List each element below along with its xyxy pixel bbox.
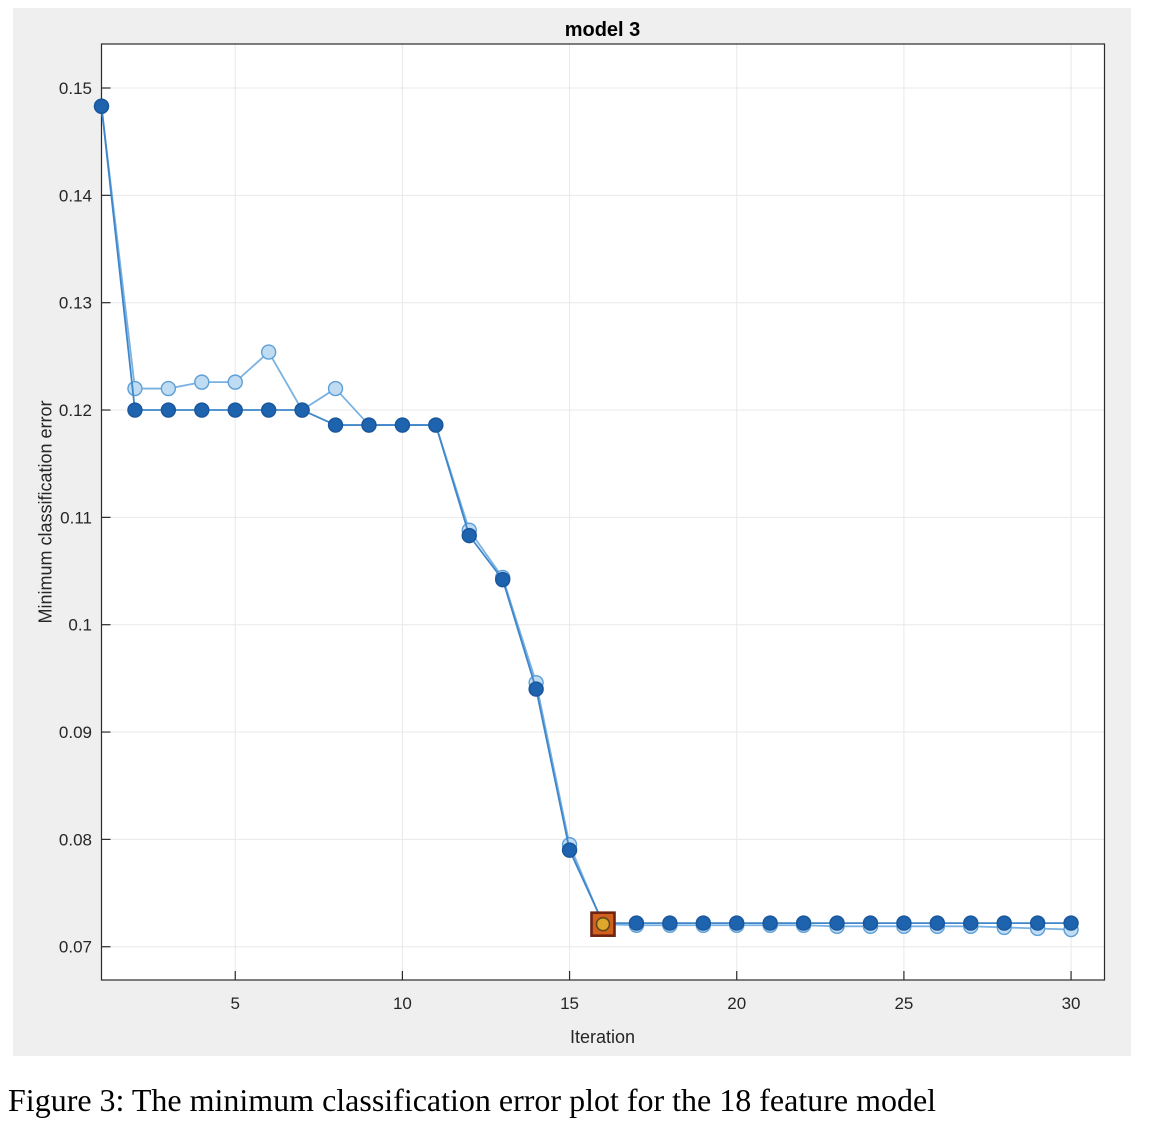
- figure-caption: Figure 3: The minimum classification err…: [8, 1082, 937, 1118]
- min-classification-error-chart: 5 10 15 20 25 30 0.07 0.08 0.09 0.1 0.11 0.12 0.13 0.…: [59, 43, 1106, 1013]
- observed-min-classification-error-point: [695, 915, 711, 931]
- x-axis-label: Iteration: [569, 1027, 636, 1047]
- observed-min-classification-error-point: [227, 402, 243, 418]
- y-tick-label: 0.12: [59, 401, 92, 420]
- observed-min-classification-error-point: [428, 417, 444, 433]
- x-tick-label: 10: [393, 994, 412, 1013]
- observed-min-classification-error-point: [127, 402, 143, 418]
- observed-min-classification-error-point: [662, 915, 678, 931]
- observed-min-classification-error-point: [762, 915, 778, 931]
- observed-min-classification-error-point: [795, 915, 812, 931]
- observed-min-classification-error-point: [160, 402, 177, 418]
- y-tick-label: 0.11: [60, 508, 92, 527]
- observed-min-classification-error-point: [528, 681, 544, 697]
- y-axis-label: Minimum classification error: [35, 400, 56, 624]
- observed-min-classification-error-point: [194, 402, 210, 418]
- observed-min-classification-error-point: [862, 915, 879, 931]
- observed-min-classification-error-point: [896, 915, 912, 931]
- observed-min-classification-error-point: [495, 571, 511, 588]
- observed-min-classification-error-point: [1029, 915, 1046, 931]
- observed-min-classification-error-point: [260, 402, 277, 418]
- observed-min-classification-error-point: [394, 417, 411, 433]
- y-tick-label: 0.14: [59, 186, 92, 205]
- observed-min-classification-error-point: [327, 417, 344, 433]
- estimated-min-classification-error-point: [127, 380, 143, 397]
- observed-min-classification-error-point: [294, 402, 310, 418]
- estimated-min-classification-error-point: [160, 380, 177, 397]
- observed-min-classification-error-point: [561, 842, 578, 858]
- x-tick-label: 25: [894, 994, 913, 1013]
- y-tick-label: 0.1: [68, 616, 92, 635]
- x-tick-label: 20: [727, 994, 746, 1013]
- x-tick-label: 5: [230, 994, 239, 1013]
- chart-title: model 3: [564, 19, 641, 41]
- y-tick-label: 0.08: [59, 830, 92, 849]
- estimated-min-classification-error-point: [260, 344, 277, 360]
- plot-background: [101, 44, 1105, 980]
- best-point-circle: [595, 916, 611, 932]
- x-tick-label: 15: [560, 994, 579, 1013]
- observed-min-classification-error-point: [461, 527, 477, 544]
- observed-min-classification-error-point: [829, 915, 845, 931]
- estimated-min-classification-error-point: [327, 380, 344, 397]
- observed-min-classification-error-point: [996, 915, 1012, 931]
- x-tick-label: 30: [1062, 994, 1081, 1013]
- observed-min-classification-error-point: [963, 915, 979, 931]
- y-tick-label: 0.09: [59, 723, 92, 742]
- observed-min-classification-error-point: [628, 915, 645, 931]
- observed-min-classification-error-point: [929, 915, 946, 931]
- observed-min-classification-error-point: [729, 915, 745, 931]
- axes-box: [100, 43, 1106, 981]
- y-tick-label: 0.07: [59, 938, 92, 957]
- observed-min-classification-error-point: [361, 417, 377, 433]
- observed-min-classification-error-point: [1063, 915, 1079, 931]
- y-tick-label: 0.15: [59, 79, 92, 98]
- y-tick-label: 0.13: [59, 294, 92, 313]
- observed-min-classification-error-point: [93, 98, 110, 114]
- estimated-min-classification-error-point: [194, 374, 210, 390]
- estimated-min-classification-error-point: [227, 374, 243, 390]
